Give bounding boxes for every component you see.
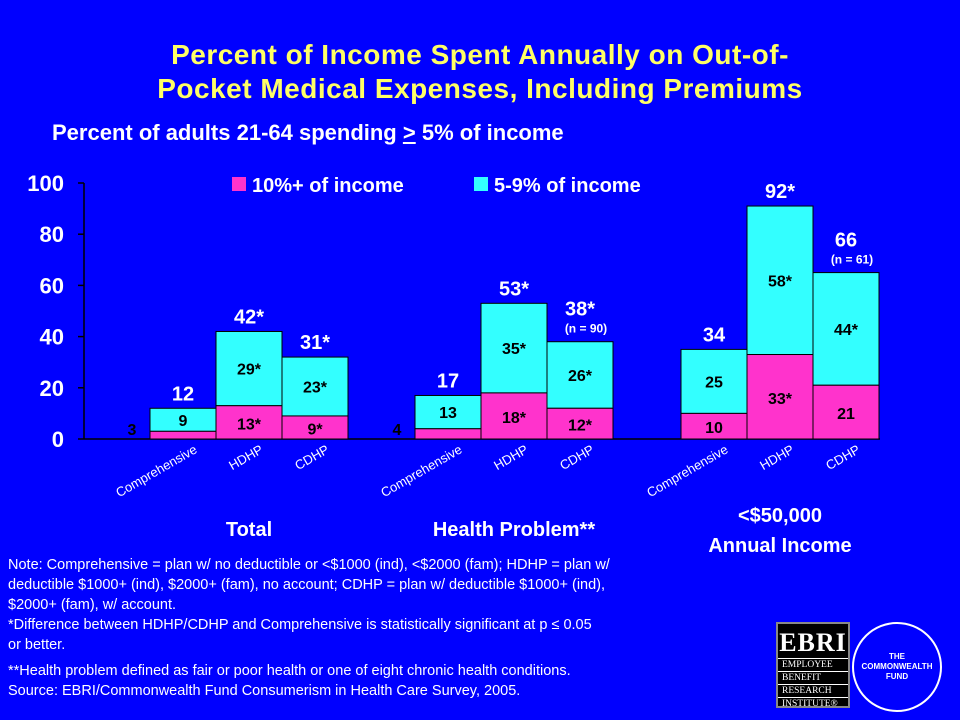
data-label-total: 38* [565, 299, 595, 321]
cwf-logo-line: THE [889, 652, 905, 661]
ebri-logo-line: EMPLOYEE [778, 658, 848, 671]
bar-segment-cyan [480, 302, 548, 394]
note-line: Note: Comprehensive = plan w/ no deducti… [8, 557, 610, 573]
note-line: *Difference between HDHP/CDHP and Compre… [8, 617, 592, 633]
group-label: Health Problem** [433, 519, 595, 541]
bar-segment-cyan [546, 341, 614, 409]
category-label: Comprehensive [378, 442, 464, 501]
bar-segment-pink [480, 392, 548, 440]
title-line-1: Percent of Income Spent Annually on Out-… [171, 39, 789, 70]
y-tick-label: 20 [40, 376, 64, 401]
note-line: $2000+ (fam), w/ account. [8, 597, 177, 613]
data-label-pink: 13* [237, 416, 262, 433]
data-label-pink: 10 [705, 420, 723, 437]
group-label: <$50,000 [738, 505, 822, 527]
data-label-total: 42* [234, 306, 264, 328]
category-label: HDHP [491, 442, 530, 473]
data-label-total: 66 [835, 230, 857, 252]
data-label-cyan: 26* [568, 368, 593, 385]
bar-segment-pink [281, 415, 349, 440]
data-label-total: 12 [172, 383, 194, 405]
commonwealth-fund-logo: THE COMMONWEALTH FUND [852, 622, 942, 712]
cwf-logo-line: FUND [885, 672, 909, 681]
data-label-n: (n = 61) [831, 253, 873, 267]
data-label-cyan: 25 [705, 374, 723, 391]
subtitle-pre: Percent of adults 21-64 spending [52, 120, 397, 145]
data-label-total: 53* [499, 278, 529, 300]
legend-label: 10%+ of income [252, 175, 404, 197]
ebri-logo: EBRI EMPLOYEE BENEFIT RESEARCH INSTITUTE… [776, 622, 850, 710]
group-label: Total [226, 519, 272, 541]
category-label: CDHP [557, 442, 596, 473]
data-label-cyan: 23* [303, 380, 328, 397]
bar-segment-cyan [281, 356, 349, 417]
legend-swatch-pink [232, 177, 246, 191]
data-label-cyan: 44* [834, 322, 859, 339]
data-label-total: 92* [765, 181, 795, 203]
data-label-cyan: 29* [237, 362, 262, 379]
subtitle-ge-symbol: > [402, 120, 416, 145]
data-label-total: 34 [703, 324, 726, 346]
data-label-pink: 33* [768, 391, 793, 408]
data-label-pink: 4 [393, 422, 402, 439]
category-label: CDHP [292, 442, 331, 473]
data-label-total: 17 [437, 370, 459, 392]
category-label: Comprehensive [113, 442, 199, 501]
data-label-cyan: 58* [768, 273, 793, 290]
legend-label: 5-9% of income [494, 175, 641, 197]
data-label-cyan: 13 [439, 405, 457, 422]
y-tick-label: 80 [40, 222, 64, 247]
ebri-logo-text: EBRI [779, 628, 847, 657]
note-line: **Health problem defined as fair or poor… [8, 663, 571, 679]
legend-swatch-cyan [474, 177, 488, 191]
data-label-n: (n = 90) [565, 322, 607, 336]
category-label: HDHP [757, 442, 796, 473]
y-tick-label: 60 [40, 273, 64, 298]
data-label-total: 31* [300, 332, 330, 354]
bar-segment-cyan [680, 348, 748, 414]
bar-segment-pink [546, 407, 614, 440]
ebri-logo-line: INSTITUTE® [778, 697, 848, 710]
y-tick-label: 0 [52, 427, 64, 452]
note-line: Source: EBRI/Commonwealth Fund Consumeri… [8, 683, 521, 699]
data-label-pink: 12* [568, 418, 593, 435]
y-tick-label: 40 [40, 325, 64, 350]
subtitle-post: 5% of income [421, 120, 564, 145]
note-line: or better. [8, 637, 66, 653]
data-label-pink: 21 [837, 406, 855, 423]
category-label: Comprehensive [644, 442, 730, 501]
title-line-2: Pocket Medical Expenses, Including Premi… [157, 73, 803, 104]
data-label-pink: 18* [502, 410, 527, 427]
data-label-cyan: 35* [502, 341, 527, 358]
data-label-pink: 3 [128, 422, 137, 439]
bar-segment-pink [812, 384, 880, 440]
group-label-line-2: Annual Income [708, 535, 851, 557]
bar-segment-pink [414, 428, 482, 440]
category-label: HDHP [226, 442, 265, 473]
bar-segment-cyan [812, 272, 880, 386]
note-line: deductible $1000+ (ind), $2000+ (fam), n… [8, 577, 606, 593]
footnotes: Note: Comprehensive = plan w/ no deducti… [8, 555, 778, 701]
page-title: Percent of Income Spent Annually on Out-… [0, 38, 960, 106]
ebri-logo-line: BENEFIT [778, 671, 848, 684]
data-label-cyan: 9 [179, 413, 188, 430]
category-label: CDHP [823, 442, 862, 473]
data-label-pink: 9* [307, 421, 323, 438]
y-tick-label: 100 [27, 171, 64, 196]
ebri-logo-line: RESEARCH [778, 684, 848, 697]
chart-subtitle: Percent of adults 21-64 spending > 5% of… [52, 120, 564, 146]
bar-segment-pink [149, 430, 217, 440]
bar-segment-pink [746, 354, 814, 440]
cwf-logo-line: COMMONWEALTH [861, 662, 933, 671]
stacked-bar-chart: 0 20 40 60 80 100 10%+ of income 5-9% of income… [27, 171, 880, 557]
